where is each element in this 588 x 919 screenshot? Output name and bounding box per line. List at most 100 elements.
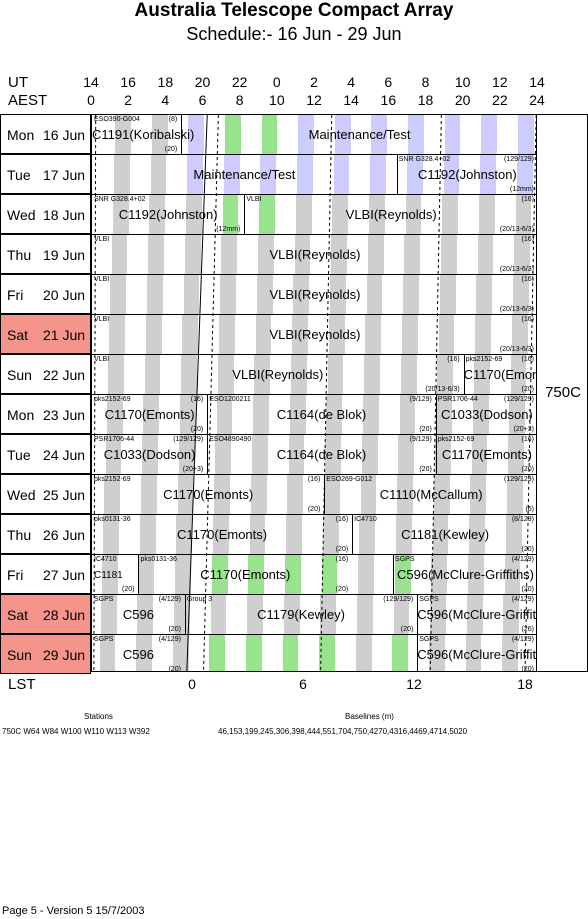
day-label: Thu 19 Jun xyxy=(0,234,91,274)
block-project: C1164(de Blok) xyxy=(276,447,367,462)
lst-band xyxy=(144,355,161,395)
block-separator xyxy=(396,155,398,195)
aest-axis-label: AEST xyxy=(8,92,48,109)
lst-band xyxy=(136,635,152,671)
block-note: (20/13-6/3) xyxy=(499,226,534,233)
day-name: Mon xyxy=(7,407,35,423)
day-date: 21 Jun xyxy=(43,327,86,343)
stations-value: 750C W64 W84 W100 W110 W113 W392 xyxy=(2,727,150,736)
lst-band xyxy=(408,115,424,155)
block-count: (129/129) xyxy=(383,596,414,603)
lst-band xyxy=(291,355,307,395)
day-label: Sat 21 Jun xyxy=(0,314,91,354)
block-project: C1033(Dodson) xyxy=(103,447,196,462)
block-project: C1181(Kewley) xyxy=(401,527,490,542)
block-note: (20) xyxy=(419,426,432,433)
lst-band xyxy=(430,595,446,635)
lst-band xyxy=(145,315,162,355)
row-divider xyxy=(92,554,536,555)
aest-tick: 4 xyxy=(161,92,170,108)
aest-tick: 14 xyxy=(343,92,359,108)
lst-band xyxy=(259,195,276,235)
lst-band xyxy=(211,555,228,595)
block-project: Maintenance/Test xyxy=(193,167,296,182)
aest-tick: 8 xyxy=(235,92,244,108)
lst-band xyxy=(260,155,277,195)
lst-band xyxy=(361,435,378,475)
lst-band xyxy=(286,515,302,555)
lst-band xyxy=(172,635,189,671)
block-note: (20) xyxy=(521,466,534,473)
lst-band xyxy=(516,155,533,195)
day-label: Sun 22 Jun xyxy=(0,354,91,394)
schedule-grid: ESO390-G004 (8) (20) C1191(Koribalski) Maint… xyxy=(91,114,537,672)
lst-band xyxy=(217,355,234,395)
block-count: (16) xyxy=(447,356,460,363)
lst-band xyxy=(188,115,205,155)
lst-band xyxy=(330,275,346,315)
lst-band xyxy=(147,275,163,315)
lst-band xyxy=(295,195,312,235)
day-date: 20 Jun xyxy=(43,287,86,303)
block-note: (20) xyxy=(307,506,321,513)
lst-band xyxy=(223,155,240,195)
block-source: pks2152-69 xyxy=(94,476,131,483)
row-divider xyxy=(92,634,536,635)
lst-band xyxy=(287,475,304,515)
lst-band xyxy=(476,275,493,315)
lst-band xyxy=(431,555,448,595)
ut-tick: 0 xyxy=(272,74,281,90)
lst-band xyxy=(405,195,422,235)
block-count: (16) xyxy=(521,196,534,203)
lst-band xyxy=(359,515,376,555)
block-separator xyxy=(244,195,246,235)
block-source: SGPS xyxy=(94,596,114,603)
block-separator xyxy=(463,355,465,395)
block-note: (20) xyxy=(168,626,181,633)
block-source: ESO390-G004 xyxy=(94,116,140,123)
lst-band xyxy=(406,155,423,195)
day-date: 24 Jun xyxy=(43,447,86,463)
lst-band xyxy=(507,475,523,515)
lst-band xyxy=(404,235,421,275)
lst-band xyxy=(288,435,305,475)
day-date: 16 Jun xyxy=(43,127,86,143)
lst-band xyxy=(181,355,197,395)
lst-band xyxy=(254,355,271,395)
block-note: (12mm) xyxy=(509,186,534,193)
aest-tick: 22 xyxy=(492,92,508,108)
lst-band xyxy=(366,275,383,315)
day-name: Wed xyxy=(7,207,36,223)
lst-band xyxy=(327,355,344,395)
lst-band xyxy=(324,475,340,515)
lst-dashed-line xyxy=(524,115,536,671)
block-note: (20) xyxy=(400,626,414,633)
ut-tick: 22 xyxy=(231,74,248,90)
lst-band xyxy=(219,315,235,355)
lst-band xyxy=(252,435,268,475)
block-project: VLBI(Reynolds) xyxy=(232,367,324,382)
row-divider xyxy=(92,154,536,155)
block-source: IC4710 xyxy=(354,516,377,523)
lst-band xyxy=(297,155,313,195)
lst-band xyxy=(360,475,377,515)
lst-band xyxy=(328,315,345,355)
lst-band xyxy=(322,515,339,555)
lst-band xyxy=(478,195,495,235)
lst-band xyxy=(107,355,124,395)
day-label: Tue 17 Jun xyxy=(0,154,91,194)
block-project: VLBI(Reynolds) xyxy=(269,327,361,342)
lst-band xyxy=(184,235,201,275)
lst-band xyxy=(320,595,337,635)
lst-band xyxy=(283,595,300,635)
block-count: (16) xyxy=(521,276,534,283)
ut-tick: 4 xyxy=(347,74,356,90)
lst-band xyxy=(436,395,453,435)
day-date: 28 Jun xyxy=(43,607,86,623)
block-note: (12mm) xyxy=(216,226,241,233)
block-count: (4/129) xyxy=(511,636,534,643)
lst-dashed-line xyxy=(429,115,442,671)
lst-tick: 0 xyxy=(188,676,196,692)
day-name: Mon xyxy=(7,127,35,143)
lst-band xyxy=(333,155,350,195)
